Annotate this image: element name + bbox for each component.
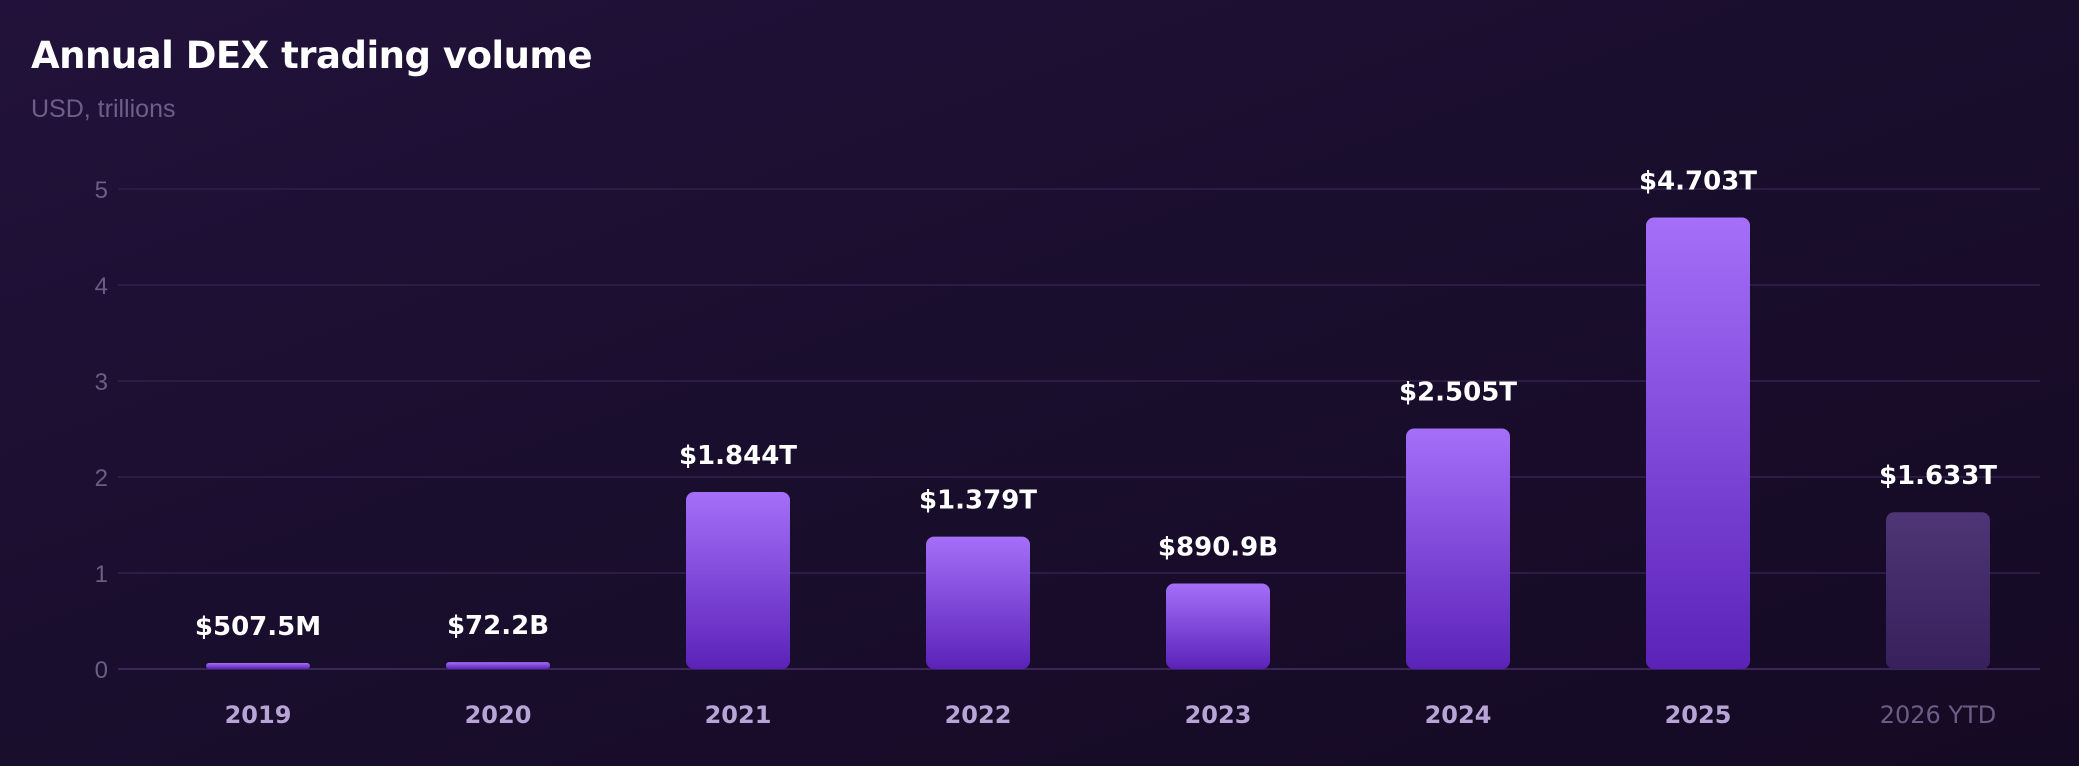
data-label: $507.5M	[195, 612, 321, 642]
x-tick-label: 2024	[1425, 701, 1492, 729]
bars	[206, 217, 1990, 669]
x-tick-label: 2025	[1665, 701, 1732, 729]
data-label: $1.844T	[679, 441, 797, 471]
bar	[686, 491, 790, 669]
x-tick-label: 2020	[465, 701, 532, 729]
bar	[926, 536, 1030, 669]
x-tick-label: 2021	[705, 701, 772, 729]
x-tick-label: 2019	[225, 701, 292, 729]
bar	[1646, 217, 1750, 669]
y-tick-label: 5	[95, 177, 108, 204]
bar	[1886, 512, 1990, 669]
chart-title: Annual DEX trading volume	[31, 34, 593, 77]
data-label: $72.2B	[447, 611, 549, 641]
bar	[206, 663, 310, 669]
x-tick-label: 2022	[945, 701, 1012, 729]
x-tick-label: 2023	[1185, 701, 1252, 729]
x-axis: 2019 2020 2021 2022 2023 2024 2025 2026 YTD	[225, 701, 1997, 729]
chart-subtitle: USD, trillions	[31, 95, 176, 123]
data-label: $1.633T	[1879, 461, 1997, 491]
y-tick-label: 0	[95, 657, 108, 684]
bar	[446, 662, 550, 669]
x-tick-label: 2026 YTD	[1880, 701, 1997, 729]
data-label: $1.379T	[919, 486, 1037, 516]
bar	[1166, 583, 1270, 669]
y-tick-label: 4	[95, 273, 108, 300]
y-tick-label: 1	[95, 561, 108, 588]
data-label: $4.703T	[1639, 167, 1757, 197]
data-label: $890.9B	[1158, 532, 1278, 562]
y-tick-label: 2	[95, 465, 108, 492]
data-labels: $507.5M $72.2B $1.844T $1.379T $890.9B $2.505…	[195, 167, 1997, 642]
data-label: $2.505T	[1399, 378, 1517, 408]
y-axis: 0 1 2 3 4 5	[95, 177, 108, 684]
bar	[1406, 428, 1510, 669]
y-tick-label: 3	[95, 369, 108, 396]
grid-lines	[118, 188, 2040, 670]
